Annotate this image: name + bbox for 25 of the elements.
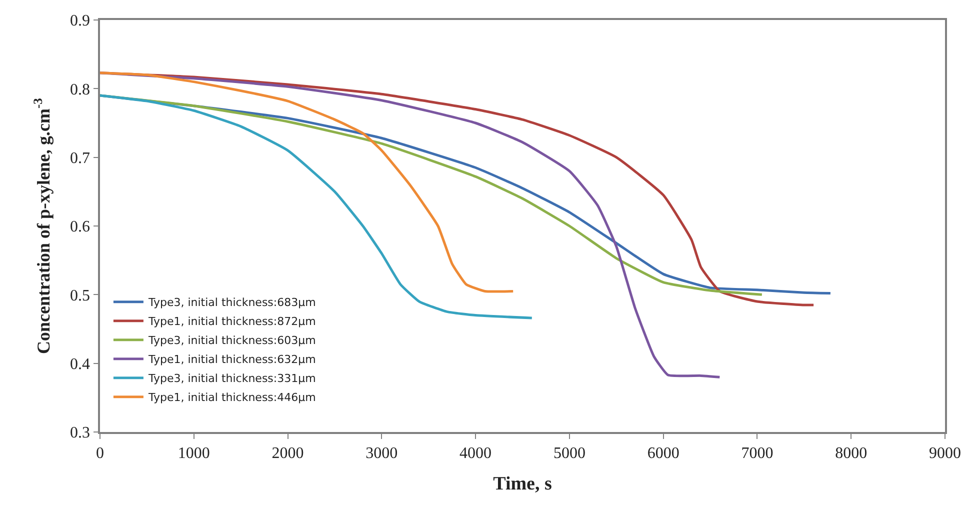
legend-label: Type1, initial thickness:446µm xyxy=(147,391,316,404)
x-tick-label: 2000 xyxy=(272,444,304,462)
legend-label: Type3, initial thickness:331µm xyxy=(147,372,316,386)
x-tick-label: 0 xyxy=(96,444,104,462)
x-axis-title: Time, s xyxy=(493,473,552,494)
x-tick-label: 9000 xyxy=(929,444,961,462)
legend-label: Type1, initial thickness:632µm xyxy=(147,353,316,366)
x-tick-label: 7000 xyxy=(741,444,774,462)
legend-label: Type3, initial thickness:683µm xyxy=(147,296,316,310)
legend-label: Type1, initial thickness:872µm xyxy=(147,315,316,328)
x-tick-label: 5000 xyxy=(553,444,586,462)
x-tick-label: 8000 xyxy=(835,444,868,462)
x-tick-label: 1000 xyxy=(178,444,210,462)
line-series xyxy=(100,72,514,293)
y-tick-label: 0.5 xyxy=(70,287,90,304)
y-tick-label: 0.4 xyxy=(70,356,90,373)
x-tick-label: 6000 xyxy=(647,444,680,462)
y-tick-label: 0.6 xyxy=(70,218,90,236)
legend-label: Type3, initial thickness:603µm xyxy=(147,334,316,348)
y-tick-label: 0.9 xyxy=(70,12,90,30)
x-tick-label: 3000 xyxy=(366,444,398,462)
y-tick-label: 0.3 xyxy=(70,424,90,442)
y-tick-label: 0.7 xyxy=(70,150,90,167)
y-tick-label: 0.8 xyxy=(70,81,90,98)
x-tick-label: 4000 xyxy=(460,444,492,462)
